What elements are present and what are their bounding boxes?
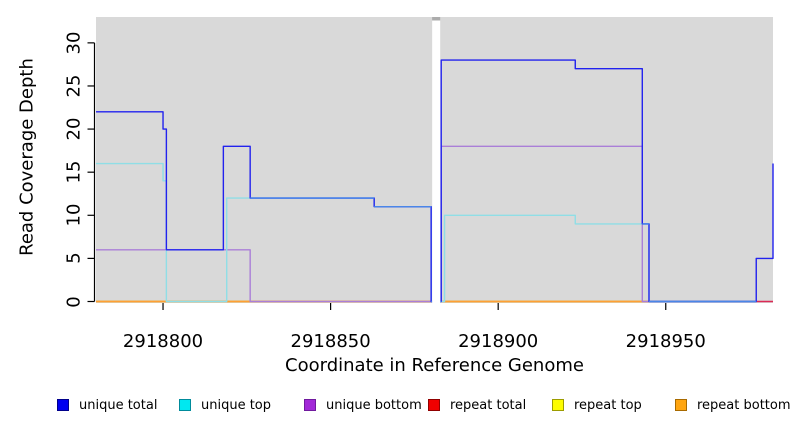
y-tick-label: 30 [63,31,85,55]
y-tick-label: 10 [63,203,85,227]
legend-label: repeat top [574,397,642,413]
legend-label: unique bottom [326,397,422,413]
coverage-gap-cap [432,17,441,21]
coverage-gap-band [432,20,441,305]
legend-item-unique-top: unique top [179,397,272,413]
legend-item-repeat-total: repeat total [428,397,527,413]
legend-item-repeat-bottom: repeat bottom [675,397,791,413]
legend-label: repeat total [450,397,527,413]
legend-swatch-repeat-total [428,399,440,411]
legend-swatch-unique-bottom [304,399,316,411]
x-tick-label: 2918850 [290,331,371,352]
legend-label: unique total [79,397,158,413]
x-tick-label: 2918800 [122,331,204,352]
legend-item-repeat-top: repeat top [552,397,642,413]
x-tick-label: 2918950 [625,331,706,352]
y-tick-label: 20 [63,117,85,141]
legend-swatch-unique-top [179,399,191,411]
y-tick-label: 15 [63,160,85,184]
x-axis-title: Coordinate in Reference Genome [285,355,584,376]
y-tick-label: 5 [63,252,85,265]
legend-swatch-unique-total [57,399,69,411]
legend-swatch-repeat-top [552,399,564,411]
y-tick-label: 25 [63,74,85,98]
legend-label: unique top [201,397,272,413]
legend-item-unique-total: unique total [57,397,158,413]
legend-swatch-repeat-bottom [675,399,687,411]
legend-item-unique-bottom: unique bottom [304,397,422,413]
y-axis-title: Read Coverage Depth [16,58,38,257]
legend-label: repeat bottom [697,397,791,413]
y-tick-label: 0 [63,295,85,308]
x-tick-label: 2918900 [458,331,539,352]
